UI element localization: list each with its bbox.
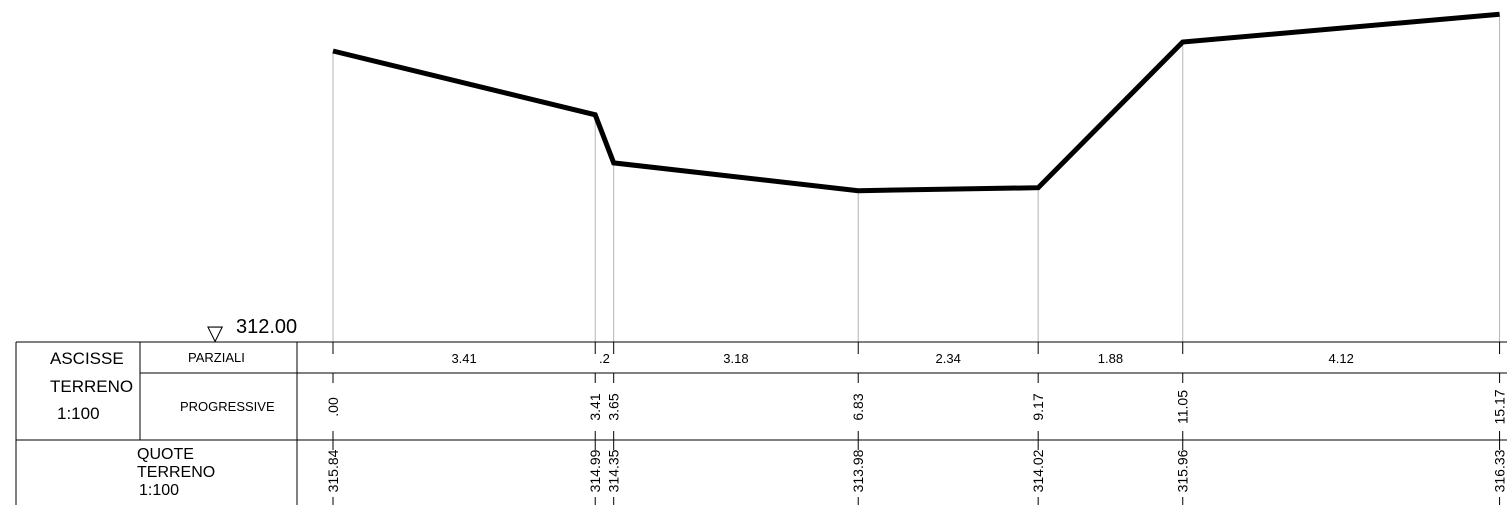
partial-value: 3.18 — [723, 351, 748, 366]
quote-label: QUOTE — [137, 446, 194, 463]
partial-value: 3.41 — [451, 351, 476, 366]
station-ticks — [332, 342, 1501, 505]
table-labels: ASCISSE TERRENO 1:100 PARZIALI PROGRESSI… — [50, 349, 275, 499]
parziali-label: PARZIALI — [188, 350, 245, 365]
progressive-label: PROGRESSIVE — [180, 399, 275, 414]
progressive-value: 3.41 — [587, 393, 603, 420]
partial-value: 2.34 — [936, 351, 961, 366]
elevation-value: 315.84 — [325, 449, 341, 492]
elevation-value: 314.99 — [587, 449, 603, 492]
ascisse-label: ASCISSE — [50, 349, 124, 368]
partial-value: 4.12 — [1329, 351, 1354, 366]
datum-marker: ▽ 312.00 — [207, 316, 297, 345]
scale-label: 1:100 — [57, 404, 100, 423]
data-table — [15, 341, 1507, 505]
datum-triangle-icon: ▽ — [207, 322, 224, 345]
reference-lines — [332, 14, 1501, 342]
quote-scale-label: 1:100 — [139, 482, 179, 499]
terreno-label: TERRENO — [50, 377, 133, 396]
progressive-value: 15.17 — [1492, 389, 1507, 424]
progressive-value: 9.17 — [1030, 393, 1046, 420]
terrain-line — [332, 11, 1500, 194]
datum-value: 312.00 — [236, 316, 297, 338]
terreno-label-2: TERRENO — [137, 464, 215, 481]
partial-distances: 3.41 .2 3.18 2.34 1.88 4.12 — [451, 351, 1353, 366]
elevation-value: 314.02 — [1030, 449, 1046, 492]
progressive-value: 11.05 — [1175, 390, 1191, 424]
terrain-elevations: 315.84 314.99 314.35 313.98 314.02 315.96 316.… — [325, 449, 1507, 492]
elevation-value: 316.33 — [1492, 449, 1507, 492]
progressive-value: .00 — [325, 397, 341, 417]
progressive-distances: .00 3.41 3.65 6.83 9.17 11.05 15.17 — [325, 389, 1507, 424]
elevation-value: 313.98 — [850, 449, 866, 492]
progressive-value: 3.65 — [606, 393, 622, 420]
elevation-value: 315.96 — [1175, 449, 1191, 492]
elevation-value: 314.35 — [606, 449, 622, 492]
partial-value: .2 — [599, 351, 610, 366]
progressive-value: 6.83 — [850, 393, 866, 420]
partial-value: 1.88 — [1098, 351, 1123, 366]
